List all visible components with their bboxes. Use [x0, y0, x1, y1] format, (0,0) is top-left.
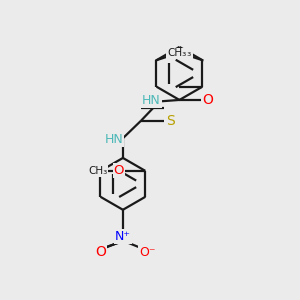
- Text: HN: HN: [105, 133, 124, 146]
- Text: CH₃: CH₃: [172, 48, 192, 59]
- Text: O: O: [95, 245, 106, 259]
- Text: CH₃: CH₃: [88, 166, 107, 176]
- Text: O: O: [202, 93, 213, 107]
- Text: HN: HN: [142, 94, 161, 107]
- Text: O: O: [114, 164, 124, 177]
- Text: CH₃: CH₃: [167, 48, 186, 59]
- Text: S: S: [166, 114, 175, 128]
- Text: N⁺: N⁺: [115, 230, 131, 243]
- Text: O⁻: O⁻: [140, 246, 156, 259]
